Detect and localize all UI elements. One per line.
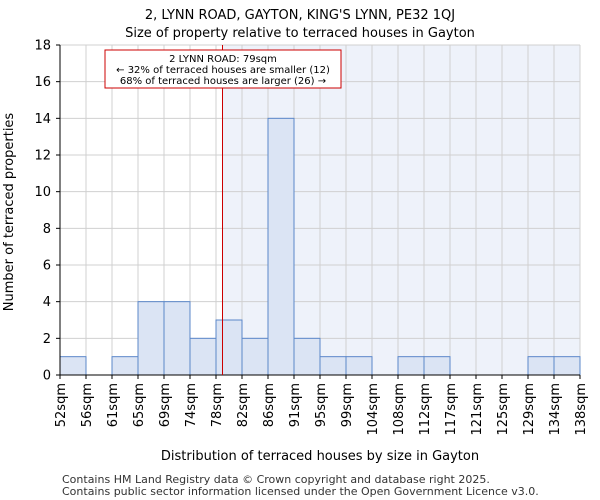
y-tick-label: 14 <box>34 112 51 127</box>
x-tick-label: 117sqm <box>444 383 459 436</box>
annotation-line: 2 LYNN ROAD: 79sqm <box>169 54 277 65</box>
bar-78sqm <box>215 319 243 376</box>
bar-52sqm <box>59 356 87 376</box>
bar-65sqm <box>137 301 165 376</box>
x-tick-label: 61sqm <box>106 383 121 427</box>
bar-74sqm <box>189 337 217 376</box>
y-axis-label: Number of terraced properties <box>2 113 17 312</box>
bar-108sqm <box>397 356 425 376</box>
x-tick-label: 86sqm <box>262 383 277 427</box>
x-tick-label: 95sqm <box>314 383 329 427</box>
x-tick-label: 138sqm <box>574 383 589 436</box>
bar-91sqm <box>293 337 321 376</box>
bar-99sqm <box>345 356 373 376</box>
bar-95sqm <box>319 356 347 376</box>
y-tick-label: 4 <box>43 295 51 310</box>
x-tick-label: 78sqm <box>210 383 225 427</box>
annotation-line: 68% of terraced houses are larger (26) → <box>120 76 326 87</box>
y-tick-label: 8 <box>43 222 51 237</box>
y-tick-label: 2 <box>43 332 51 347</box>
bar-69sqm <box>163 301 191 376</box>
x-tick-label: 129sqm <box>522 383 537 436</box>
annotation-line: ← 32% of terraced houses are smaller (12… <box>116 65 330 76</box>
x-tick-label: 74sqm <box>184 383 199 427</box>
y-tick-label: 18 <box>34 39 51 54</box>
chart-title-line2: Size of property relative to terraced ho… <box>125 26 475 41</box>
bar-129sqm <box>527 356 555 376</box>
x-tick-label: 52sqm <box>54 383 69 427</box>
y-tick-label: 12 <box>34 149 51 164</box>
x-tick-label: 69sqm <box>158 383 173 427</box>
bar-86sqm <box>267 117 295 376</box>
y-tick-label: 0 <box>43 369 51 384</box>
bar-61sqm <box>111 356 139 376</box>
bar-112sqm <box>423 356 451 376</box>
y-tick-label: 10 <box>34 185 51 200</box>
x-axis-label: Distribution of terraced houses by size … <box>161 449 479 464</box>
y-tick-label: 16 <box>34 75 51 90</box>
footer-line1: Contains HM Land Registry data © Crown c… <box>62 473 490 486</box>
x-tick-label: 82sqm <box>236 383 251 427</box>
x-tick-label: 121sqm <box>470 383 485 436</box>
plot-area: 0 2 4 6 8 10 12 14 16 18 52sqm 56sqm 61sqm 65sqm 69sqm… <box>34 39 589 436</box>
x-tick-label: 99sqm <box>340 383 355 427</box>
annotation-box <box>104 49 342 89</box>
x-tick-label: 112sqm <box>418 383 433 436</box>
x-tick-label: 108sqm <box>392 383 407 436</box>
x-tick-label: 65sqm <box>132 383 147 427</box>
x-tick-label: 91sqm <box>288 383 303 427</box>
x-tick-label: 134sqm <box>548 383 563 436</box>
bar-82sqm <box>241 337 269 376</box>
footer-line2: Contains public sector information licen… <box>62 485 539 498</box>
chart-title-line1: 2, LYNN ROAD, GAYTON, KING'S LYNN, PE32 … <box>145 8 455 23</box>
bar-134sqm <box>553 356 581 376</box>
y-tick-label: 6 <box>43 259 51 274</box>
x-tick-label: 104sqm <box>366 383 381 436</box>
x-tick-label: 56sqm <box>80 383 95 427</box>
x-tick-label: 125sqm <box>496 383 511 436</box>
